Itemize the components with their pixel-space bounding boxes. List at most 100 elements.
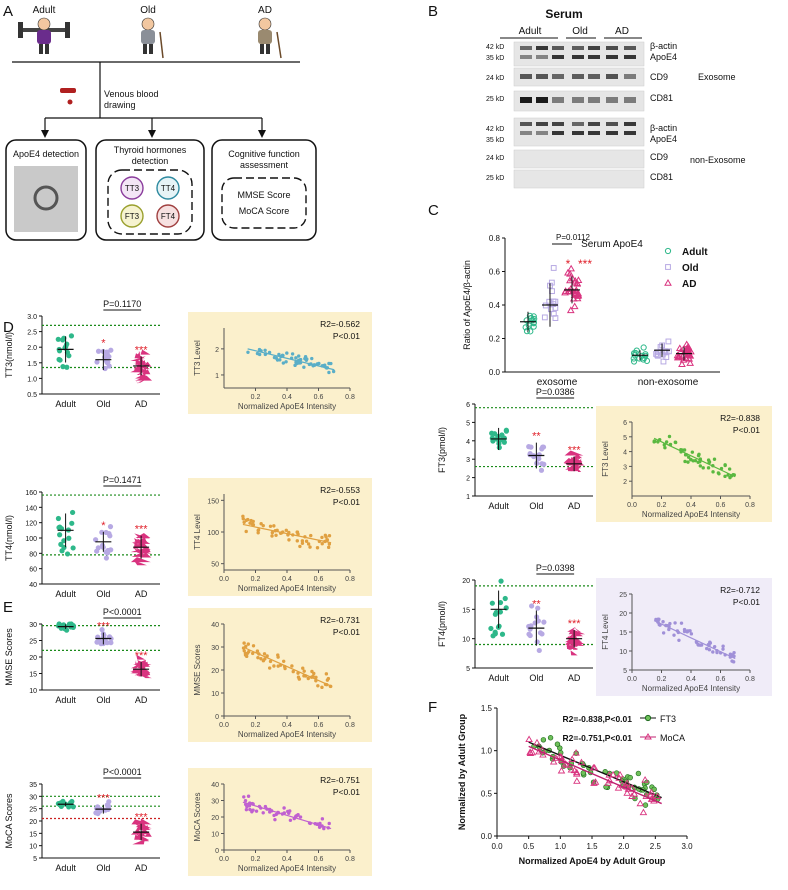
point-ft3 bbox=[642, 802, 649, 808]
inset-point bbox=[272, 813, 276, 818]
y-tick-label: 30 bbox=[211, 645, 219, 652]
point-old bbox=[548, 279, 555, 286]
inset-point bbox=[263, 804, 268, 809]
y-tick-label: 15 bbox=[462, 607, 470, 614]
xlabel-ad: AD bbox=[135, 695, 148, 705]
old-person-icon-leg-l bbox=[143, 44, 147, 54]
inset-point bbox=[281, 353, 285, 358]
box-cognitive bbox=[211, 139, 317, 241]
point-ad bbox=[573, 627, 581, 633]
chart-c-ylabel: Ratio of ApoE4/β-actin bbox=[462, 260, 472, 350]
legend-marker-ft3 bbox=[644, 714, 652, 722]
inset-point bbox=[273, 817, 277, 822]
point-ad bbox=[568, 274, 577, 282]
inset-point bbox=[331, 369, 336, 374]
inset-point bbox=[320, 542, 324, 546]
y-tick-label: 35 bbox=[29, 782, 37, 789]
cd9-band bbox=[536, 74, 548, 79]
point-adult bbox=[64, 364, 70, 370]
y-tick-label: 40 bbox=[211, 782, 219, 789]
inset-point bbox=[727, 467, 732, 471]
apoe4-band bbox=[572, 131, 584, 135]
box-apoe4 bbox=[5, 139, 87, 241]
inset-point bbox=[281, 659, 286, 664]
point-ad bbox=[570, 650, 578, 656]
x-tick-label: 0.8 bbox=[345, 576, 355, 583]
y-tick-label: 5 bbox=[33, 856, 37, 863]
point-ad bbox=[131, 537, 147, 543]
point-adult bbox=[489, 600, 495, 606]
inset-point bbox=[317, 361, 321, 366]
point-adult bbox=[633, 347, 640, 354]
xlabel-adult: Adult bbox=[55, 695, 76, 705]
x-tick-label: 0.6 bbox=[716, 676, 726, 683]
inset-point bbox=[324, 672, 329, 676]
x-tick-label: 0.4 bbox=[282, 576, 292, 583]
old-person-icon bbox=[141, 17, 155, 54]
inset-point bbox=[297, 677, 302, 681]
panel-letter-C: C bbox=[428, 202, 439, 219]
y-tick-label: 120 bbox=[25, 521, 37, 528]
point-ad bbox=[568, 629, 586, 635]
sig-old: * bbox=[566, 257, 571, 271]
inset-point bbox=[296, 532, 300, 536]
inset-point bbox=[698, 464, 703, 468]
point-ad bbox=[135, 828, 147, 834]
sig-ad-TT3: *** bbox=[135, 345, 149, 357]
point-ad bbox=[567, 264, 575, 272]
point-adult bbox=[640, 344, 647, 351]
inset-p-corr_TT4: P<0.01 bbox=[333, 497, 360, 507]
apoe4-band bbox=[572, 55, 584, 59]
pvalue-FT4: P=0.0398 bbox=[536, 563, 575, 573]
legend-marker-old bbox=[665, 264, 671, 270]
inset-p-corr_MoCA: P<0.01 bbox=[333, 787, 360, 797]
point-adult bbox=[530, 323, 537, 330]
inset-p-corr_FT4: P<0.01 bbox=[733, 597, 760, 607]
inset-bg-corr_TT4 bbox=[188, 478, 372, 596]
x-tick-label: 1.5 bbox=[586, 842, 598, 851]
panel-letter-F: F bbox=[428, 699, 437, 716]
y-tick-label: 20 bbox=[211, 815, 219, 822]
box-cognitive-title-1: Cognitive function bbox=[228, 149, 300, 159]
point-old bbox=[103, 529, 109, 536]
kd-label: 24 kD bbox=[486, 75, 504, 82]
point-ad bbox=[135, 833, 147, 839]
point-ad bbox=[144, 824, 150, 830]
legend-marker-moca bbox=[644, 733, 652, 740]
panel-letter-A: A bbox=[3, 3, 13, 20]
inset-point bbox=[723, 474, 727, 479]
kd-label: 42 kD bbox=[486, 44, 504, 51]
sig-ad-MMSE: *** bbox=[135, 650, 149, 662]
point-ft3 bbox=[627, 774, 633, 781]
point-ad bbox=[140, 835, 150, 841]
x-tick-label: 0.5 bbox=[523, 842, 535, 851]
sig-old-MoCA: *** bbox=[97, 793, 111, 805]
inset-point bbox=[708, 640, 712, 644]
point-ad bbox=[566, 639, 576, 645]
point-moca bbox=[589, 763, 598, 771]
inset-point bbox=[701, 466, 705, 470]
inset-ylabel-corr_FT4: FT4 Level bbox=[601, 614, 610, 650]
point-old bbox=[535, 618, 541, 624]
adult-person-icon-leg-r bbox=[45, 44, 49, 54]
sig-old-TT4: * bbox=[101, 520, 106, 532]
point-ad bbox=[685, 354, 694, 362]
inset-point bbox=[652, 439, 656, 443]
point-moca bbox=[572, 749, 580, 756]
point-moca bbox=[570, 766, 579, 774]
inset-point bbox=[325, 538, 330, 542]
inset-point bbox=[261, 658, 266, 663]
fit-line bbox=[242, 801, 332, 830]
point-adult bbox=[523, 328, 531, 335]
point-adult bbox=[503, 427, 509, 433]
cd9-band bbox=[588, 74, 600, 79]
point-ad bbox=[567, 626, 576, 632]
y-tick-label: 150 bbox=[207, 498, 219, 505]
group-label-adult: Adult bbox=[33, 5, 56, 16]
point-old bbox=[94, 639, 100, 645]
ylabel-TT3: TT3(nmol/l) bbox=[4, 332, 14, 378]
point-adult bbox=[490, 438, 496, 444]
kd-label: 25 kD bbox=[486, 96, 504, 103]
x-tick-label: 0.8 bbox=[345, 856, 355, 863]
